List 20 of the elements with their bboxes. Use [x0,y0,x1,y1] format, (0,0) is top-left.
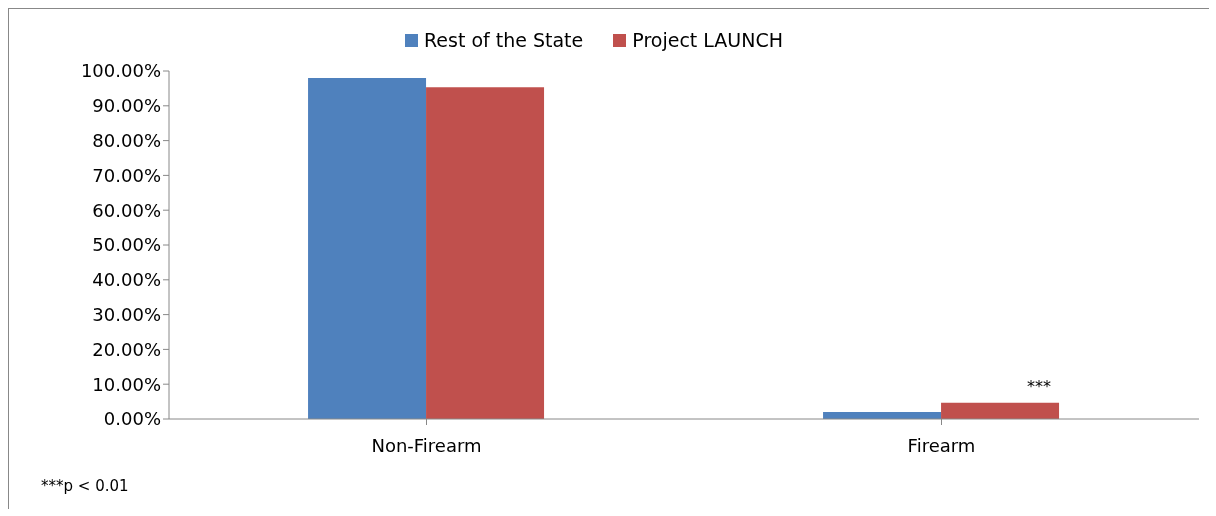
x-tick-label: Non-Firearm [371,434,482,456]
x-tick-label: Firearm [907,434,976,456]
y-tick-label: 0.00% [103,408,161,430]
annotation: *** [1027,377,1051,396]
y-tick-label: 30.00% [92,303,161,325]
y-tick-label: 50.00% [92,234,161,256]
legend-label: Project LAUNCH [631,29,784,51]
text: ***p < 0.01 [41,477,129,495]
y-tick-label: 40.00% [92,269,161,291]
y-tick-label: 100.00% [80,60,161,82]
bar [426,87,545,419]
y-tick-label: 10.00% [92,373,161,395]
y-tick-label: 70.00% [92,164,161,186]
legend-label: Rest of the State [422,29,584,51]
bar [941,402,1060,419]
y-tick-label: 60.00% [92,199,161,221]
y-tick-label: 20.00% [92,338,161,360]
y-tick-label: 80.00% [92,129,161,151]
bar [308,77,427,419]
y-tick-label: 90.00% [92,95,161,117]
